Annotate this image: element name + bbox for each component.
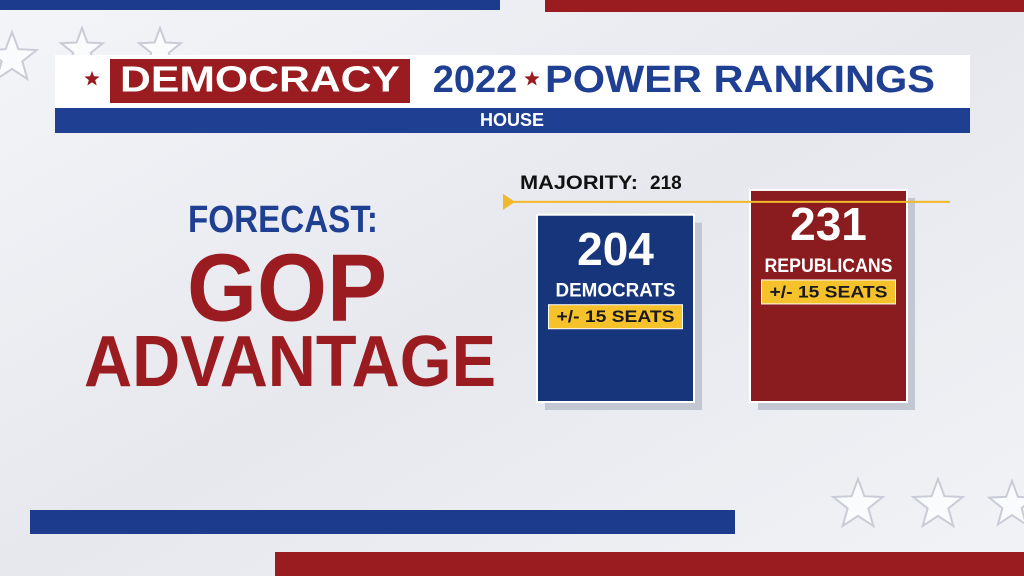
- header-subtitle: HOUSE: [480, 110, 544, 130]
- seat-bars: 204 DEMOCRATS +/- 15 SEATS 231 REPUBLICANS +/…: [536, 188, 915, 410]
- party-name: REPUBLICANS: [765, 256, 893, 277]
- brand: DEMOCRACY: [120, 59, 400, 100]
- seat-margin: +/- 15 SEATS: [557, 307, 675, 326]
- stripe: [30, 510, 735, 534]
- majority-label: MAJORITY:: [520, 173, 638, 194]
- margin-box: [548, 304, 683, 330]
- majority-arrow: [503, 193, 515, 210]
- seat-margin: +/- 15 SEATS: [770, 282, 888, 301]
- brand-box: [110, 59, 410, 103]
- majority-value: 218: [650, 173, 682, 194]
- stripe: [545, 0, 1024, 12]
- star: [830, 476, 886, 529]
- seat-count: 204: [577, 223, 654, 275]
- forecast-line2: ADVANTAGE: [84, 322, 496, 402]
- forecast-line1: GOP: [187, 234, 387, 341]
- star: [910, 476, 966, 529]
- header-star: [524, 71, 540, 86]
- seat-count: 231: [790, 198, 867, 250]
- header-star: [84, 71, 100, 86]
- year: 2022: [433, 59, 518, 101]
- stripe: [275, 552, 1024, 576]
- forecast-label: FORECAST:: [188, 199, 378, 241]
- party-name: DEMOCRATS: [556, 281, 676, 302]
- star: [986, 478, 1024, 527]
- margin-box: [761, 279, 896, 305]
- star: [0, 29, 40, 82]
- header-stripe: [55, 108, 970, 133]
- stripe: [0, 0, 500, 10]
- header-title: POWER RANKINGS: [545, 59, 935, 101]
